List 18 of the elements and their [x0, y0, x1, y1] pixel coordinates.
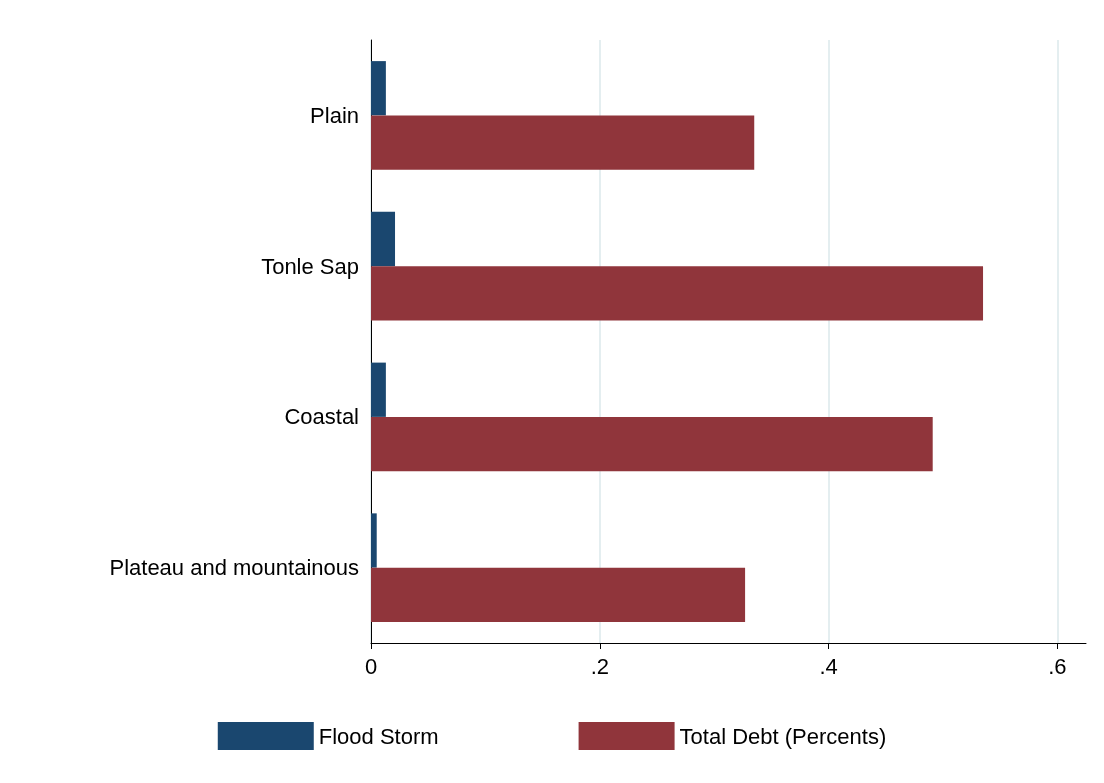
- x-tick-label: .2: [590, 653, 609, 679]
- y-tick-label: Tonle Sap: [261, 253, 359, 279]
- y-tick-label: Plateau and mountainous: [109, 555, 359, 581]
- y-tick-label: Plain: [310, 102, 359, 128]
- x-tick-label: .4: [819, 653, 838, 679]
- bar: [371, 567, 746, 622]
- x-tick-label: 0: [364, 653, 378, 679]
- bar: [371, 61, 386, 116]
- y-tick-label: Coastal: [284, 404, 359, 430]
- bar: [371, 513, 377, 568]
- x-tick-label: .6: [1048, 653, 1067, 679]
- bar: [371, 362, 386, 417]
- bar: [371, 115, 755, 170]
- bar: [371, 211, 396, 267]
- legend-label: Flood Storm: [318, 723, 439, 749]
- bar: [371, 416, 933, 472]
- legend-label: Total Debt (Percents): [679, 723, 887, 749]
- bar: [371, 266, 984, 321]
